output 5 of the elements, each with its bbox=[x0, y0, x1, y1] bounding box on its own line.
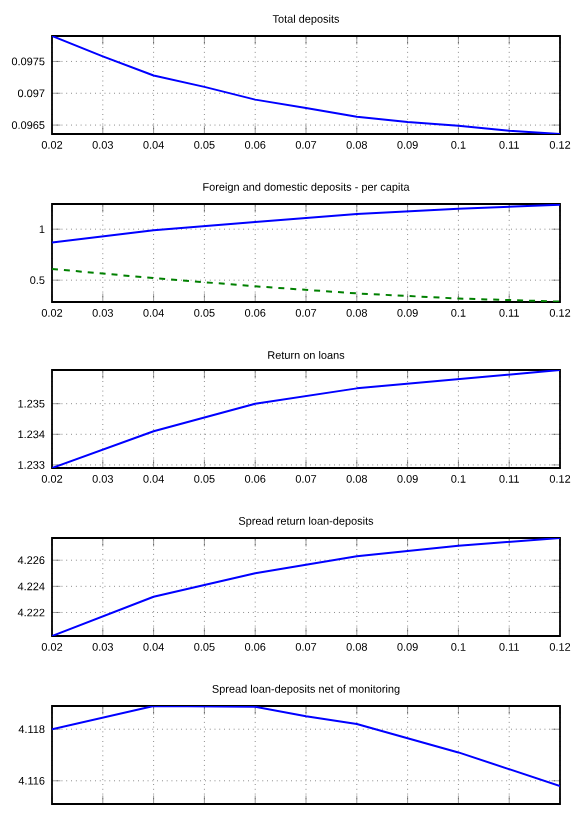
line-series bbox=[52, 706, 561, 787]
line-series bbox=[52, 267, 561, 302]
line-series bbox=[52, 35, 561, 134]
line-series bbox=[52, 203, 561, 244]
line-series bbox=[52, 537, 561, 636]
